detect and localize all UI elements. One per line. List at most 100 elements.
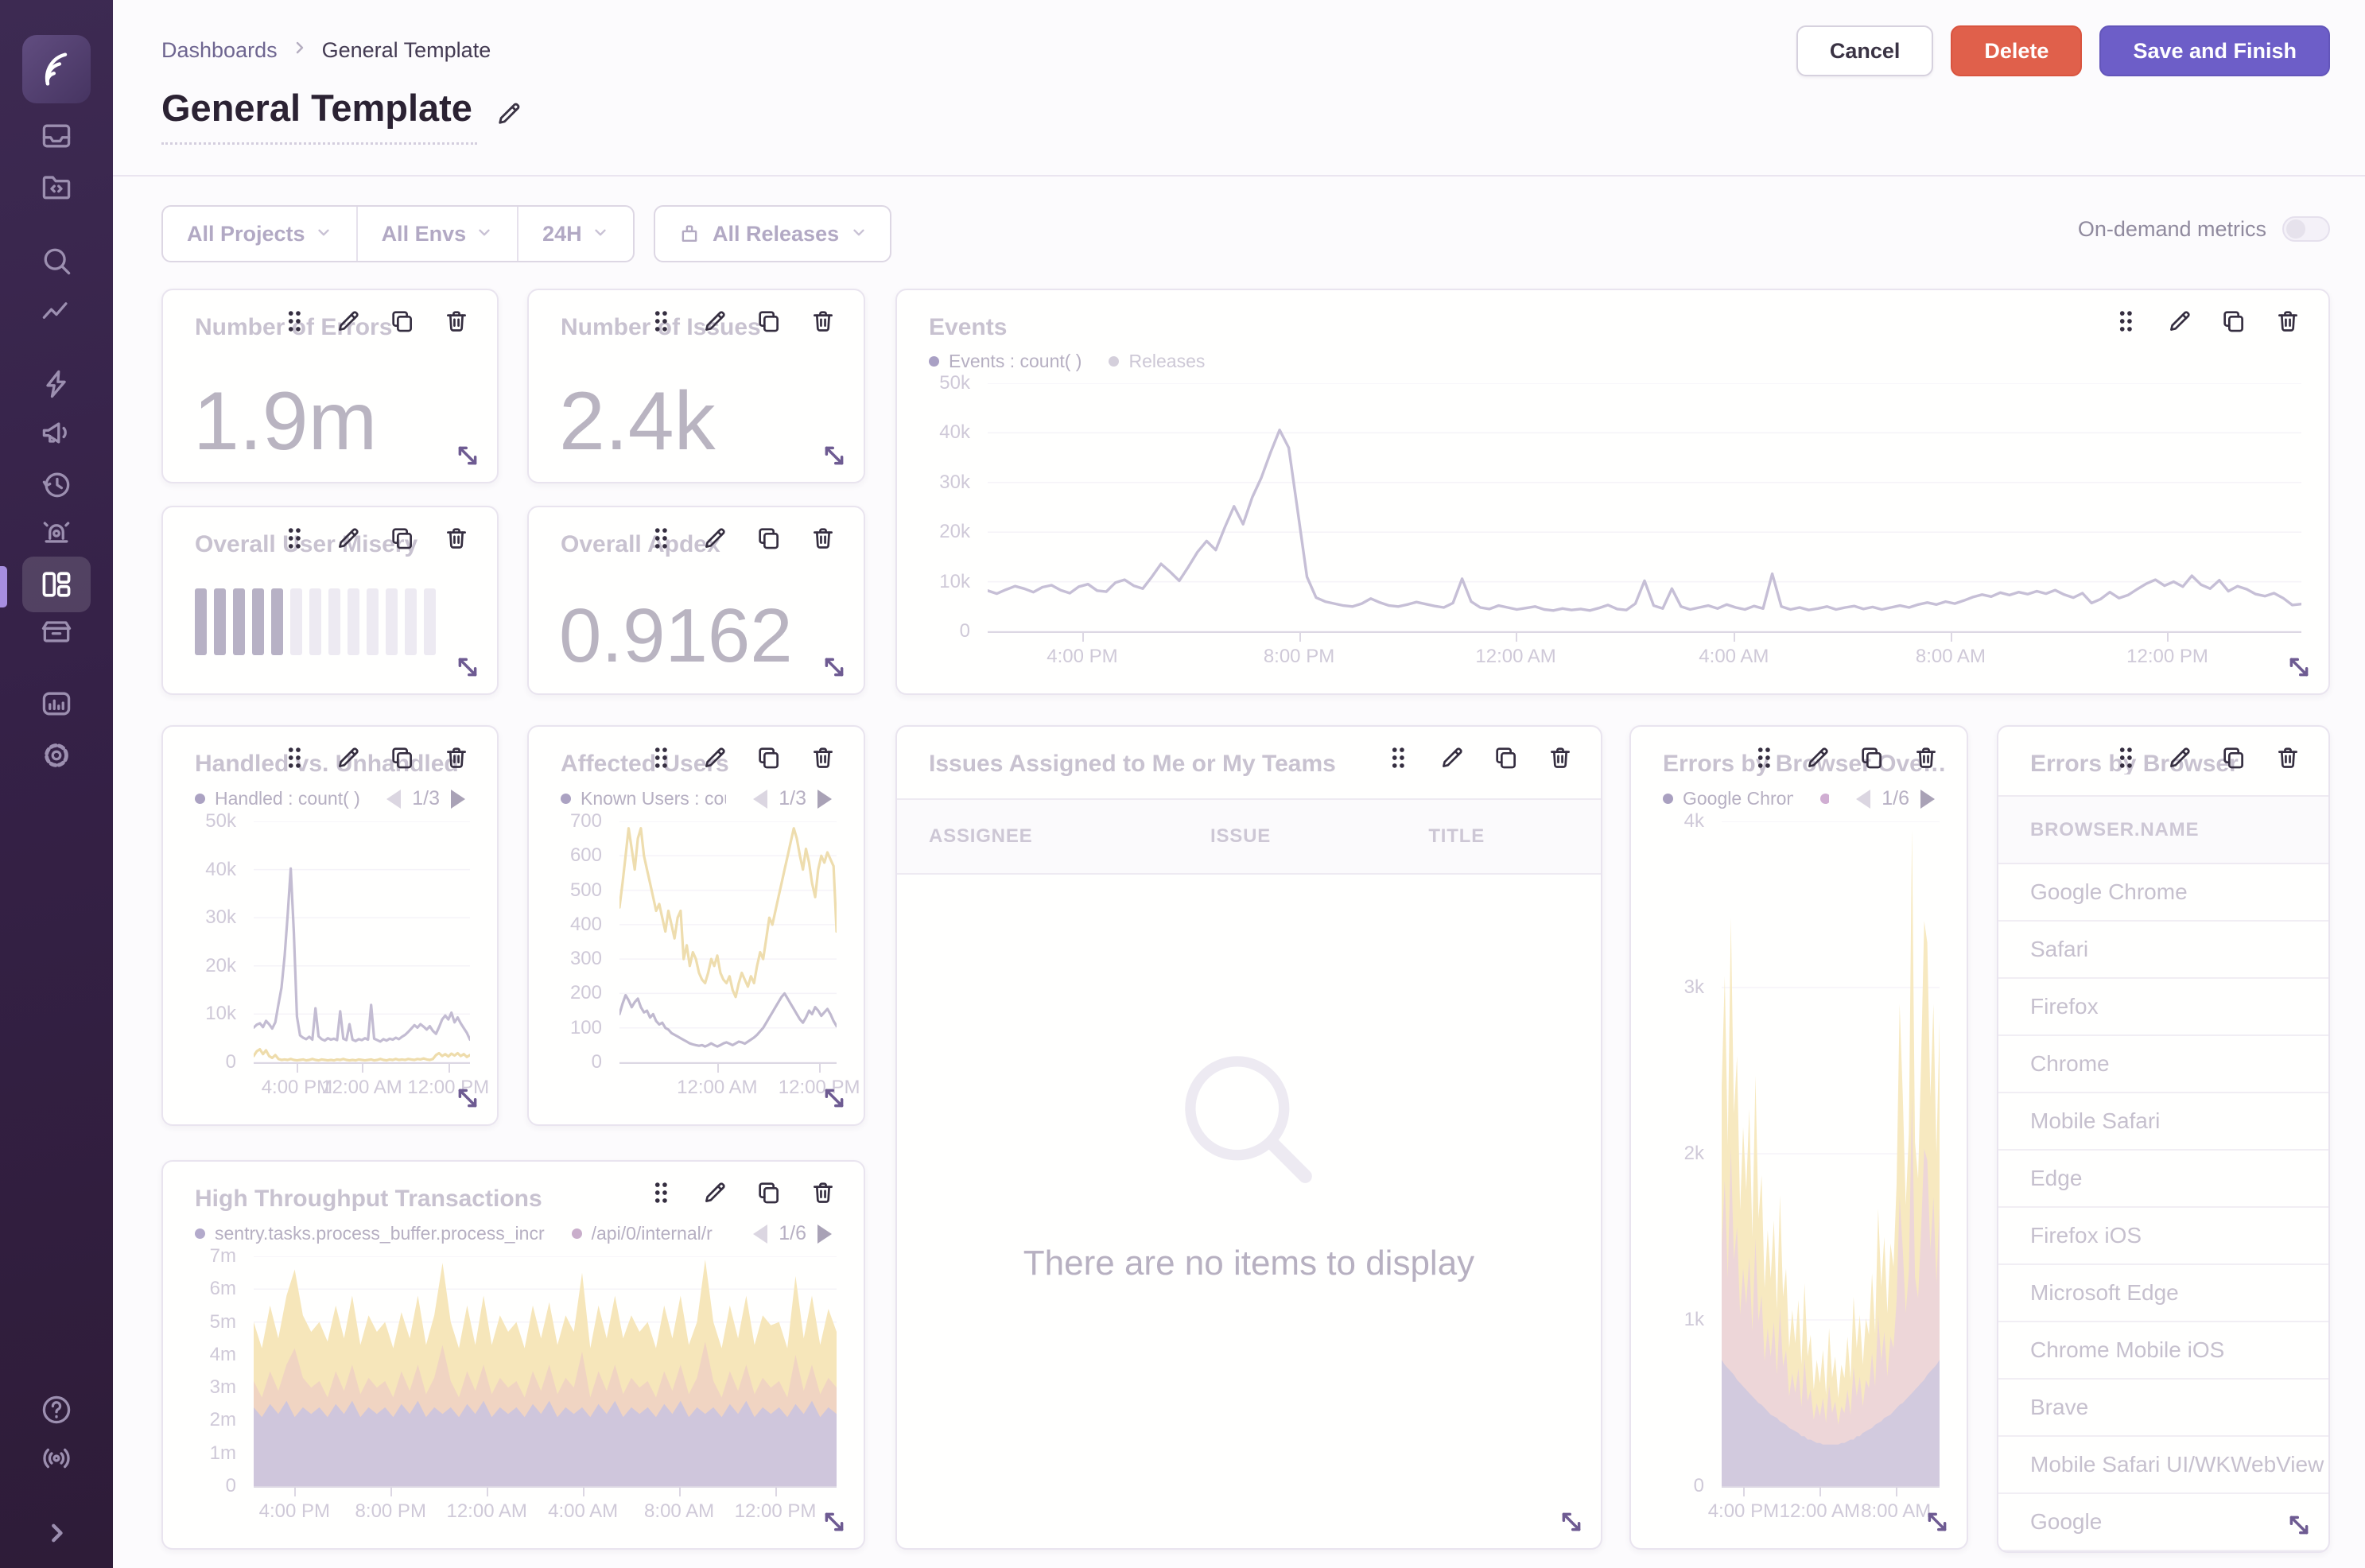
resize-handle-icon[interactable] — [1920, 1505, 1954, 1539]
sidebar-item-help[interactable] — [22, 1388, 91, 1432]
sidebar-item-settings[interactable] — [22, 733, 91, 778]
pager-prev-icon[interactable] — [1856, 789, 1871, 809]
duplicate-widget-icon[interactable] — [389, 744, 416, 771]
resize-handle-icon[interactable] — [1555, 1505, 1588, 1539]
drag-handle-icon[interactable] — [2112, 308, 2139, 335]
sidebar-item-dashboards[interactable] — [22, 557, 91, 612]
edit-widget-icon[interactable] — [335, 308, 362, 335]
resize-handle-icon[interactable] — [817, 1505, 851, 1539]
edit-widget-icon[interactable] — [701, 525, 728, 552]
pager-next-icon[interactable] — [451, 789, 465, 809]
column-browser-name[interactable]: BROWSER.NAME — [2030, 818, 2200, 840]
chart-plot[interactable] — [1722, 821, 1940, 1486]
pager-prev-icon[interactable] — [753, 1224, 768, 1244]
table-row[interactable]: Google — [1998, 1494, 2328, 1551]
pager-prev-icon[interactable] — [386, 789, 402, 809]
table-row[interactable]: Chrome — [1998, 1036, 2328, 1093]
drag-handle-icon[interactable] — [281, 308, 308, 335]
sidebar-item-issues[interactable] — [22, 114, 91, 158]
resize-handle-icon[interactable] — [451, 1081, 484, 1115]
delete-widget-icon[interactable] — [810, 525, 837, 552]
table-row[interactable]: Google Chrome — [1998, 864, 2328, 922]
sidebar-item-search[interactable] — [22, 239, 91, 283]
duplicate-widget-icon[interactable] — [1858, 744, 1885, 771]
table-row[interactable]: Safari — [1998, 922, 2328, 979]
cancel-button[interactable]: Cancel — [1796, 25, 1934, 76]
drag-handle-icon[interactable] — [1750, 744, 1777, 771]
resize-handle-icon[interactable] — [451, 650, 484, 684]
pager-next-icon[interactable] — [817, 789, 832, 809]
chart-plot[interactable] — [988, 383, 2301, 631]
resize-handle-icon[interactable] — [2282, 1508, 2316, 1542]
chart-plot[interactable] — [254, 821, 470, 1062]
edit-widget-icon[interactable] — [335, 744, 362, 771]
save-and-finish-button[interactable]: Save and Finish — [2099, 25, 2330, 76]
pager-prev-icon[interactable] — [753, 789, 768, 809]
delete-widget-icon[interactable] — [443, 308, 470, 335]
duplicate-widget-icon[interactable] — [2220, 744, 2247, 771]
chart-plot[interactable] — [254, 1256, 837, 1486]
duplicate-widget-icon[interactable] — [1493, 744, 1520, 771]
drag-handle-icon[interactable] — [647, 1179, 674, 1206]
table-row[interactable]: Edge — [1998, 1151, 2328, 1208]
environment-filter[interactable]: All Envs — [355, 207, 518, 261]
drag-handle-icon[interactable] — [281, 744, 308, 771]
table-row[interactable]: Mobile Safari — [1998, 1093, 2328, 1151]
drag-handle-icon[interactable] — [281, 525, 308, 552]
drag-handle-icon[interactable] — [647, 744, 674, 771]
sidebar-item-discover[interactable] — [22, 609, 91, 654]
edit-title-icon[interactable] — [495, 99, 523, 132]
delete-widget-icon[interactable] — [1547, 744, 1574, 771]
sidebar-item-monitors[interactable] — [22, 681, 91, 726]
duplicate-widget-icon[interactable] — [389, 308, 416, 335]
edit-widget-icon[interactable] — [1439, 744, 1466, 771]
delete-widget-icon[interactable] — [810, 744, 837, 771]
table-row[interactable]: Firefox iOS — [1998, 1208, 2328, 1265]
pager-next-icon[interactable] — [1920, 789, 1935, 809]
drag-handle-icon[interactable] — [2112, 744, 2139, 771]
table-row[interactable]: Firefox — [1998, 979, 2328, 1036]
table-row[interactable]: Microsoft Edge — [1998, 1265, 2328, 1322]
edit-widget-icon[interactable] — [701, 308, 728, 335]
sidebar-item-whats-new[interactable] — [22, 1436, 91, 1481]
drag-handle-icon[interactable] — [647, 308, 674, 335]
pager-next-icon[interactable] — [817, 1224, 832, 1244]
drag-handle-icon[interactable] — [1384, 744, 1412, 771]
duplicate-widget-icon[interactable] — [2220, 308, 2247, 335]
sidebar-item-stats[interactable] — [22, 289, 91, 333]
table-row[interactable]: Mobile Safari UI/WKWebView — [1998, 1437, 2328, 1494]
table-row[interactable]: Brave — [1998, 1380, 2328, 1437]
duplicate-widget-icon[interactable] — [755, 744, 783, 771]
resize-handle-icon[interactable] — [817, 1081, 851, 1115]
edit-widget-icon[interactable] — [2166, 744, 2193, 771]
time-range-filter[interactable]: 24H — [517, 207, 633, 261]
delete-widget-icon[interactable] — [810, 1179, 837, 1206]
sidebar-item-projects[interactable] — [22, 165, 91, 209]
resize-handle-icon[interactable] — [817, 439, 851, 472]
project-filter[interactable]: All Projects — [163, 207, 356, 261]
edit-widget-icon[interactable] — [1804, 744, 1831, 771]
delete-widget-icon[interactable] — [810, 308, 837, 335]
column-issue[interactable]: ISSUE — [1210, 825, 1272, 847]
ondemand-metrics-toggle[interactable] — [2282, 216, 2330, 242]
sentry-logo[interactable] — [22, 35, 91, 103]
table-row[interactable]: Chrome Mobile iOS — [1998, 1322, 2328, 1380]
chart-plot[interactable] — [619, 821, 837, 1062]
column-title[interactable]: TITLE — [1428, 825, 1485, 847]
breadcrumb-dashboards-link[interactable]: Dashboards — [161, 38, 278, 62]
duplicate-widget-icon[interactable] — [755, 308, 783, 335]
edit-widget-icon[interactable] — [2166, 308, 2193, 335]
sidebar-item-replays[interactable] — [22, 462, 91, 506]
edit-widget-icon[interactable] — [335, 525, 362, 552]
sidebar-collapse-button[interactable] — [22, 1511, 91, 1555]
drag-handle-icon[interactable] — [647, 525, 674, 552]
delete-widget-icon[interactable] — [2274, 744, 2301, 771]
resize-handle-icon[interactable] — [451, 439, 484, 472]
delete-widget-icon[interactable] — [443, 525, 470, 552]
delete-widget-icon[interactable] — [443, 744, 470, 771]
sidebar-item-performance[interactable] — [22, 362, 91, 406]
resize-handle-icon[interactable] — [2282, 650, 2316, 684]
sidebar-item-alerts[interactable] — [22, 510, 91, 554]
sidebar-item-feedback[interactable] — [22, 410, 91, 455]
delete-widget-icon[interactable] — [2274, 308, 2301, 335]
